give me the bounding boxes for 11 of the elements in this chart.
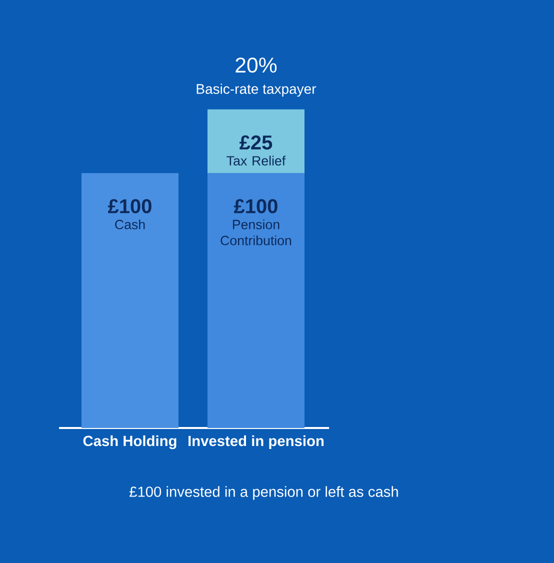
x-tick-label: Cash Holding: [83, 435, 176, 450]
annotation: Basic-rate taxpayer: [196, 84, 316, 97]
series-label: Pension Contribution: [220, 219, 292, 246]
annotation: 20%: [236, 58, 277, 73]
data-label: £100: [108, 199, 152, 214]
text: £100 invested in a pension or left as cash: [129, 486, 398, 500]
x-tick-label: Invested in pension: [188, 435, 324, 450]
series-label: Tax Relief: [226, 156, 286, 166]
data-label: £25: [240, 135, 272, 150]
series-label: Cash: [115, 219, 145, 230]
data-label: £100: [234, 199, 278, 214]
